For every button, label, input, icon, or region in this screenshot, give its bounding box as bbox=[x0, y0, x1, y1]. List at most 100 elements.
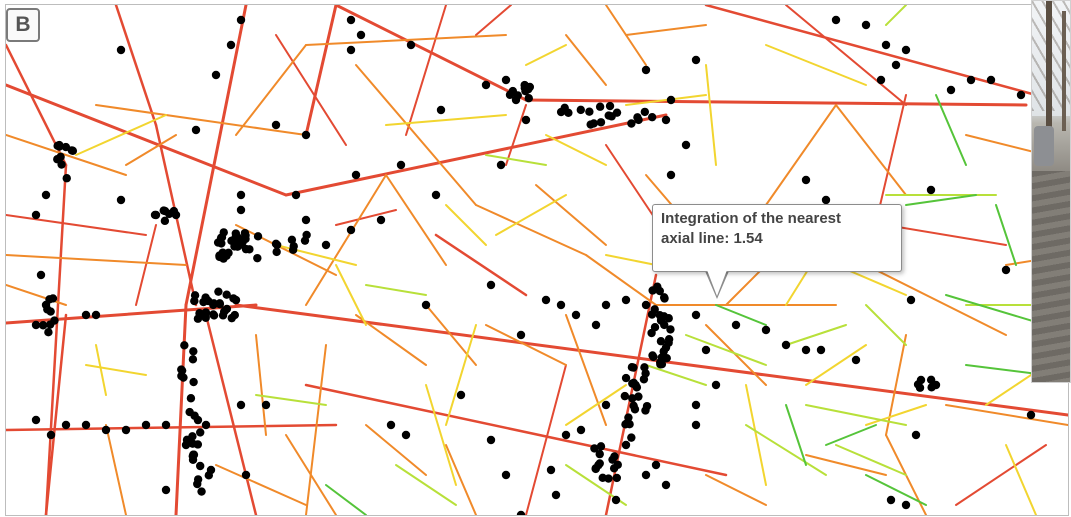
observation-point[interactable] bbox=[141, 420, 151, 430]
observation-point[interactable] bbox=[681, 140, 691, 150]
observation-point[interactable] bbox=[641, 470, 651, 480]
observation-point[interactable] bbox=[501, 470, 511, 480]
observation-point[interactable] bbox=[656, 360, 665, 369]
observation-point[interactable] bbox=[946, 85, 956, 95]
axial-line[interactable] bbox=[425, 384, 457, 486]
observation-point[interactable] bbox=[301, 215, 311, 225]
observation-point[interactable] bbox=[656, 316, 666, 325]
observation-point[interactable] bbox=[711, 380, 721, 390]
observation-point[interactable] bbox=[851, 355, 861, 365]
observation-point[interactable] bbox=[576, 105, 585, 115]
axial-line[interactable] bbox=[935, 94, 967, 166]
observation-point[interactable] bbox=[179, 373, 188, 382]
axial-line[interactable] bbox=[285, 434, 337, 515]
axial-line[interactable] bbox=[6, 83, 288, 197]
axial-line[interactable] bbox=[585, 254, 657, 306]
axial-line[interactable] bbox=[955, 444, 1047, 506]
observation-point[interactable] bbox=[661, 480, 671, 490]
axial-line[interactable] bbox=[545, 134, 607, 166]
observation-point[interactable] bbox=[649, 352, 658, 362]
axial-line[interactable] bbox=[765, 104, 837, 206]
observation-point[interactable] bbox=[160, 216, 170, 226]
observation-point[interactable] bbox=[761, 325, 771, 335]
observation-point[interactable] bbox=[214, 287, 223, 296]
axial-line[interactable] bbox=[805, 344, 867, 386]
axial-line[interactable] bbox=[485, 154, 547, 166]
axial-line[interactable] bbox=[365, 284, 427, 296]
axial-line[interactable] bbox=[325, 484, 367, 515]
axial-line[interactable] bbox=[625, 94, 707, 106]
observation-point[interactable] bbox=[508, 86, 518, 96]
observation-point[interactable] bbox=[666, 325, 675, 334]
observation-point[interactable] bbox=[590, 444, 599, 453]
axial-line[interactable] bbox=[44, 313, 68, 515]
observation-point[interactable] bbox=[986, 75, 996, 85]
observation-point[interactable] bbox=[576, 425, 586, 435]
observation-point[interactable] bbox=[926, 185, 936, 195]
observation-point[interactable] bbox=[653, 282, 662, 291]
observation-point[interactable] bbox=[496, 160, 506, 170]
observation-point[interactable] bbox=[662, 353, 671, 363]
observation-point[interactable] bbox=[62, 174, 71, 183]
observation-point[interactable] bbox=[238, 238, 247, 247]
observation-point[interactable] bbox=[67, 146, 77, 155]
observation-point[interactable] bbox=[516, 330, 526, 340]
axial-line[interactable] bbox=[95, 344, 107, 396]
observation-point[interactable] bbox=[301, 130, 311, 140]
observation-point[interactable] bbox=[901, 500, 911, 510]
observation-point[interactable] bbox=[38, 321, 48, 330]
observation-point[interactable] bbox=[821, 195, 831, 205]
observation-point[interactable] bbox=[501, 75, 511, 85]
observation-point[interactable] bbox=[211, 70, 221, 80]
axial-line[interactable] bbox=[945, 404, 1068, 426]
observation-point[interactable] bbox=[516, 510, 526, 515]
observation-point[interactable] bbox=[386, 420, 396, 430]
axial-line[interactable] bbox=[355, 314, 427, 366]
observation-point[interactable] bbox=[431, 190, 441, 200]
observation-point[interactable] bbox=[881, 40, 891, 50]
axial-line[interactable] bbox=[705, 474, 767, 506]
observation-point[interactable] bbox=[396, 160, 406, 170]
observation-point[interactable] bbox=[595, 449, 604, 459]
axial-line[interactable] bbox=[685, 334, 767, 366]
observation-point[interactable] bbox=[177, 366, 187, 375]
axial-line[interactable] bbox=[135, 224, 157, 306]
observation-point[interactable] bbox=[180, 341, 189, 350]
observation-point[interactable] bbox=[650, 323, 660, 332]
observation-point[interactable] bbox=[647, 112, 657, 122]
observation-point[interactable] bbox=[546, 465, 556, 475]
observation-point[interactable] bbox=[640, 363, 649, 372]
axial-line[interactable] bbox=[525, 44, 567, 66]
observation-point[interactable] bbox=[31, 415, 41, 425]
observation-point[interactable] bbox=[236, 15, 246, 25]
axial-line[interactable] bbox=[445, 444, 477, 515]
observation-point[interactable] bbox=[61, 420, 71, 430]
observation-point[interactable] bbox=[640, 107, 650, 117]
observation-point[interactable] bbox=[801, 175, 811, 185]
observation-point[interactable] bbox=[481, 80, 491, 90]
axial-line[interactable] bbox=[395, 464, 457, 506]
observation-point[interactable] bbox=[193, 475, 203, 484]
observation-point[interactable] bbox=[213, 238, 223, 247]
observation-point[interactable] bbox=[230, 310, 239, 320]
axial-line[interactable] bbox=[835, 104, 907, 196]
observation-point[interactable] bbox=[664, 338, 673, 347]
observation-point[interactable] bbox=[801, 345, 811, 355]
observation-point[interactable] bbox=[196, 461, 205, 471]
observation-point[interactable] bbox=[91, 310, 101, 320]
observation-point[interactable] bbox=[596, 118, 606, 127]
observation-point[interactable] bbox=[189, 347, 198, 356]
observation-point[interactable] bbox=[641, 300, 651, 310]
observation-point[interactable] bbox=[781, 340, 791, 350]
observation-point[interactable] bbox=[189, 377, 198, 387]
observation-point[interactable] bbox=[561, 430, 571, 440]
axial-line[interactable] bbox=[174, 303, 188, 515]
axial-line[interactable] bbox=[825, 424, 877, 446]
observation-point[interactable] bbox=[551, 490, 561, 500]
observation-point[interactable] bbox=[701, 345, 711, 355]
observation-point[interactable] bbox=[199, 297, 208, 307]
observation-point[interactable] bbox=[191, 125, 201, 135]
axial-line[interactable] bbox=[255, 334, 267, 436]
observation-point[interactable] bbox=[229, 294, 238, 303]
observation-point[interactable] bbox=[926, 375, 936, 385]
